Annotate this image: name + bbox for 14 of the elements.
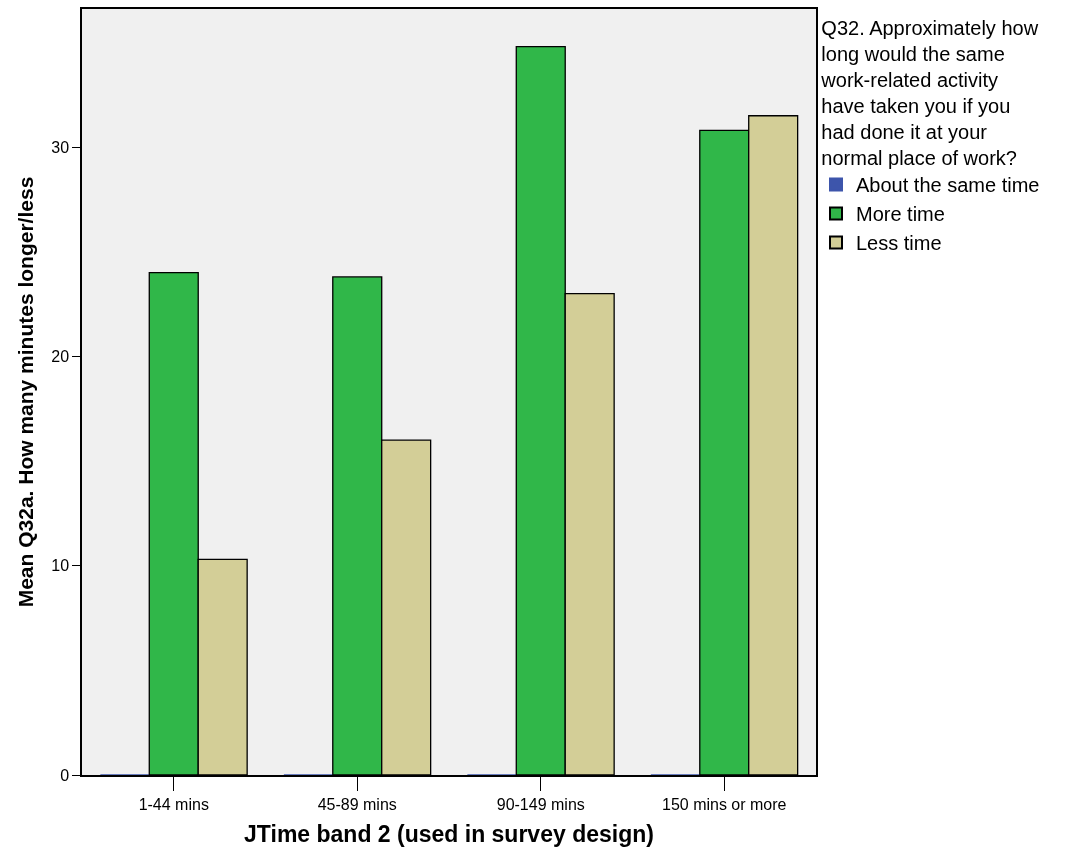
y-tick-label: 20 [51, 348, 70, 366]
x-axis-title: JTime band 2 (used in survey design) [244, 821, 654, 848]
legend-label: More time [856, 203, 945, 226]
legend-label: About the same time [856, 174, 1040, 197]
y-tick-label: 30 [51, 138, 70, 156]
x-tick-label: 90-149 mins [496, 795, 585, 813]
x-tick-label: 1-44 mins [138, 795, 209, 813]
legend-label: Less time [856, 232, 942, 255]
y-tick-label: 0 [60, 766, 70, 784]
x-tick-label: 45-89 mins [317, 795, 397, 813]
x-tick-label: 150 mins or more [662, 795, 787, 813]
y-tick-label: 10 [51, 557, 70, 575]
y-axis-title: Mean Q32a. How many minutes longer/less [13, 176, 37, 608]
legend-title: Q32. Approximately how long would the same work-related activity have taken you if you had done it at your normal place of work? [820, 17, 1039, 169]
